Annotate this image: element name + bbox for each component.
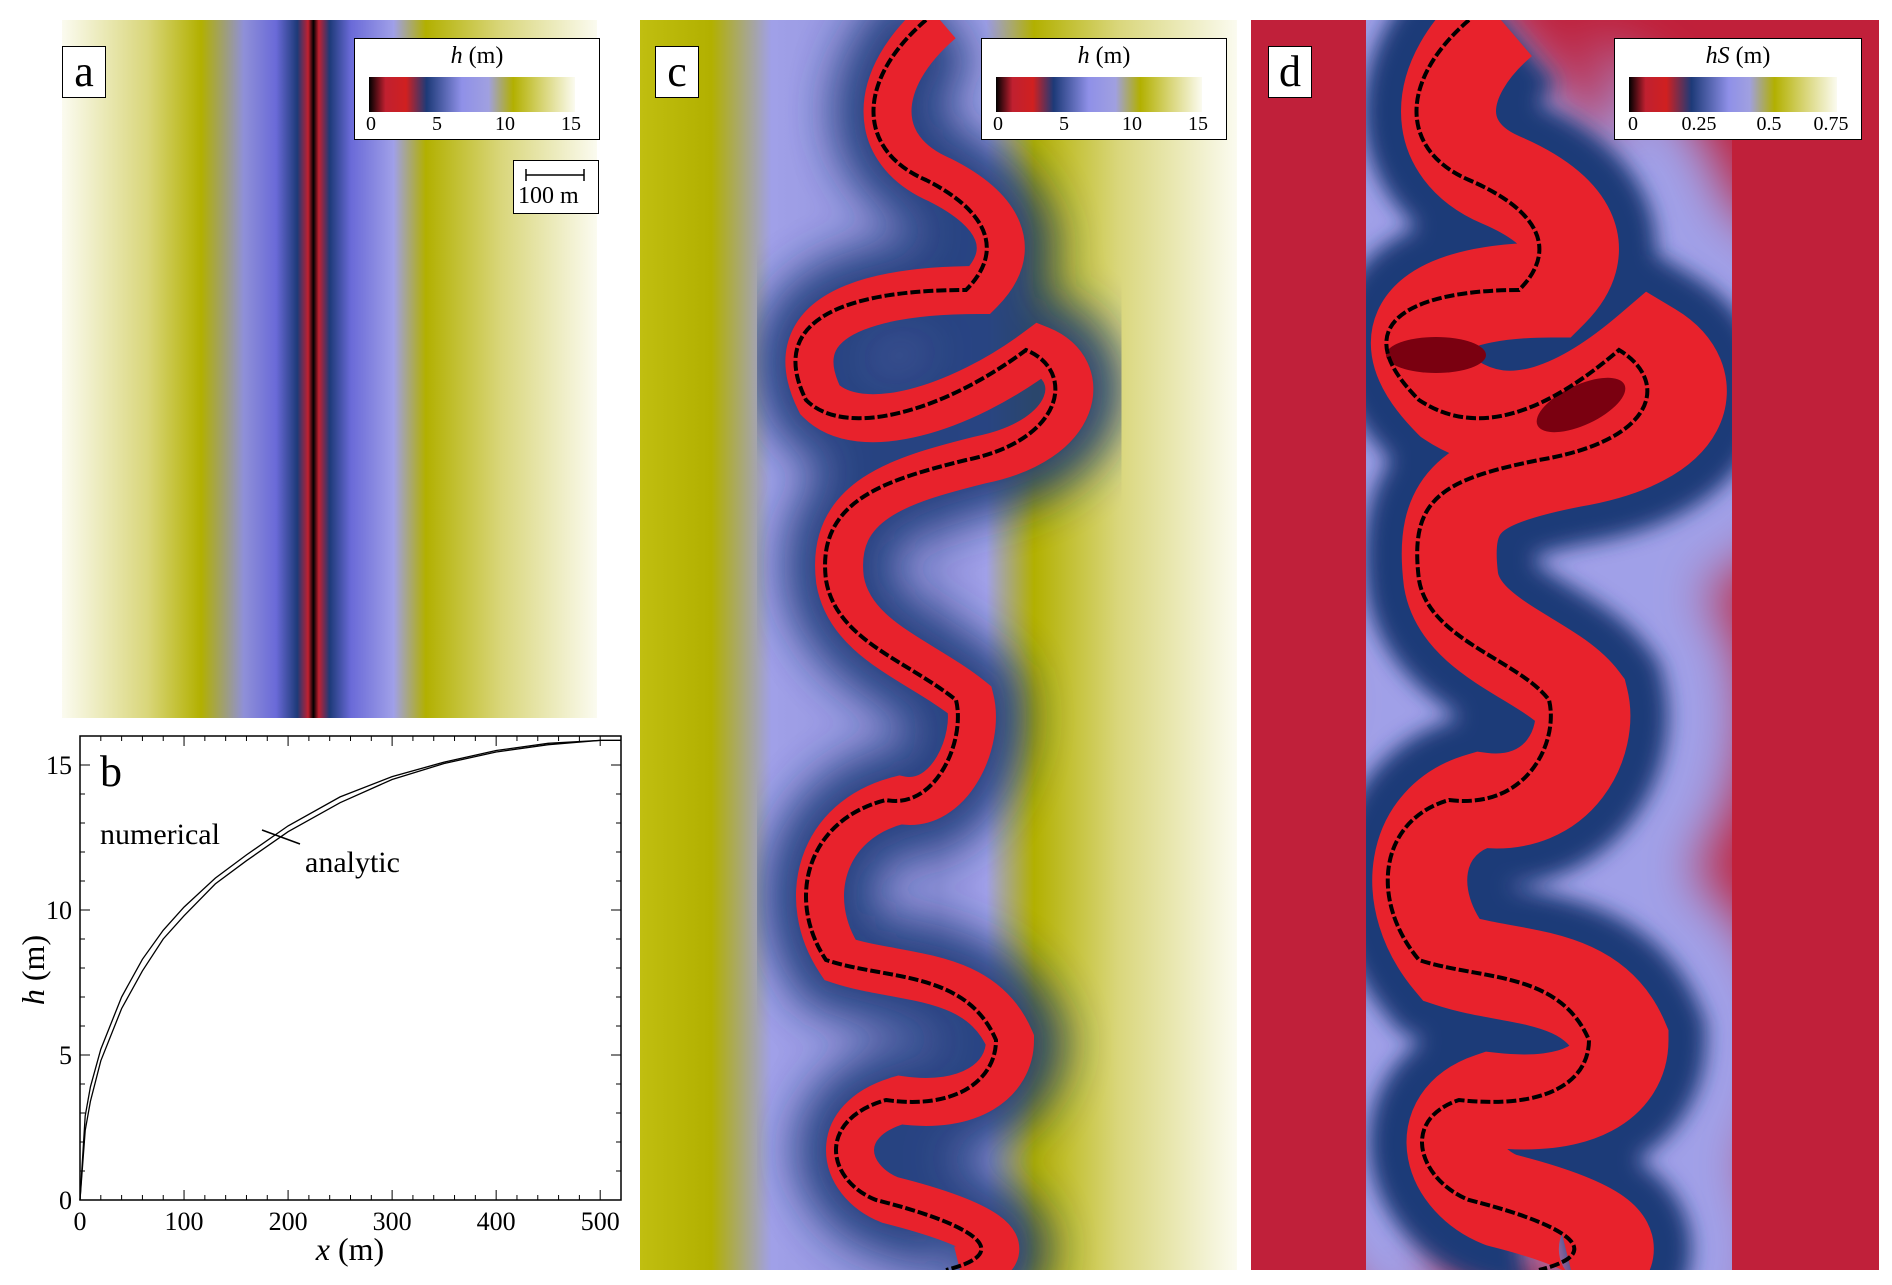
panel-c-map — [640, 20, 1237, 1270]
colorbar-d-tick: 0.5 — [1756, 113, 1782, 135]
colorbar-a: h (m) 0 5 10 15 — [354, 38, 600, 140]
panel-d — [1251, 20, 1879, 1270]
y-tick-label: 0 — [59, 1186, 72, 1215]
colorbar-a-tick: 0 — [366, 113, 376, 135]
scale-bar: 100 m — [513, 160, 599, 214]
colorbar-d-gradient — [1629, 77, 1837, 112]
panel-b-letter: b — [100, 747, 122, 796]
colorbar-c-tick: 10 — [1122, 113, 1142, 135]
colorbar-c-gradient — [996, 77, 1202, 112]
x-tick-label: 100 — [165, 1207, 204, 1236]
x-tick-label: 200 — [269, 1207, 308, 1236]
y-tick-label: 10 — [46, 896, 72, 925]
panel-c — [640, 20, 1237, 1270]
series-label-numerical: numerical — [100, 818, 220, 851]
colorbar-a-tick: 10 — [495, 113, 515, 135]
colorbar-d-tick: 0.75 — [1813, 113, 1849, 135]
y-tick-label: 15 — [46, 751, 72, 780]
x-tick-label: 500 — [581, 1207, 620, 1236]
colorbar-c-tick: 0 — [993, 113, 1003, 135]
scale-bar-label: 100 m — [518, 183, 579, 209]
panel-d-map — [1251, 20, 1879, 1270]
x-tick-label: 0 — [74, 1207, 87, 1236]
label-leader-line — [261, 829, 301, 845]
series-label-analytic: analytic — [305, 846, 400, 879]
plot-frame — [79, 735, 622, 1201]
panel-c-letter: c — [655, 46, 699, 98]
y-tick-label: 5 — [59, 1041, 72, 1070]
colorbar-d-tick: 0 — [1628, 113, 1638, 135]
series-line-analytic — [79, 739, 621, 1201]
colorbar-c: h (m) 0 5 10 15 — [981, 38, 1227, 140]
colorbar-a-title: h (m) — [450, 43, 504, 69]
y-axis-label: h (m) — [15, 935, 51, 1005]
colorbar-c-tick: 15 — [1188, 113, 1208, 135]
panel-a-letter: a — [62, 46, 106, 98]
colorbar-d-title: hS (m) — [1705, 43, 1771, 69]
x-axis-label: x (m) — [315, 1231, 384, 1267]
colorbar-c-title: h (m) — [1077, 43, 1131, 69]
colorbar-a-tick: 5 — [432, 113, 442, 135]
panel-b-plot: 0 100 200 300 400 500 0 5 10 15 b numerical analy… — [15, 735, 622, 1267]
colorbar-a-tick: 15 — [561, 113, 581, 135]
colorbar-c-tick: 5 — [1059, 113, 1069, 135]
panel-d-letter: d — [1268, 46, 1312, 98]
series-line-numerical — [79, 739, 621, 1201]
colorbar-d: hS (m) 0 0.25 0.5 0.75 — [1614, 38, 1862, 140]
scale-bar-line — [525, 169, 585, 181]
colorbar-d-tick: 0.25 — [1681, 113, 1717, 135]
x-tick-label: 300 — [373, 1207, 412, 1236]
x-tick-label: 400 — [477, 1207, 516, 1236]
colorbar-a-gradient — [369, 77, 575, 112]
